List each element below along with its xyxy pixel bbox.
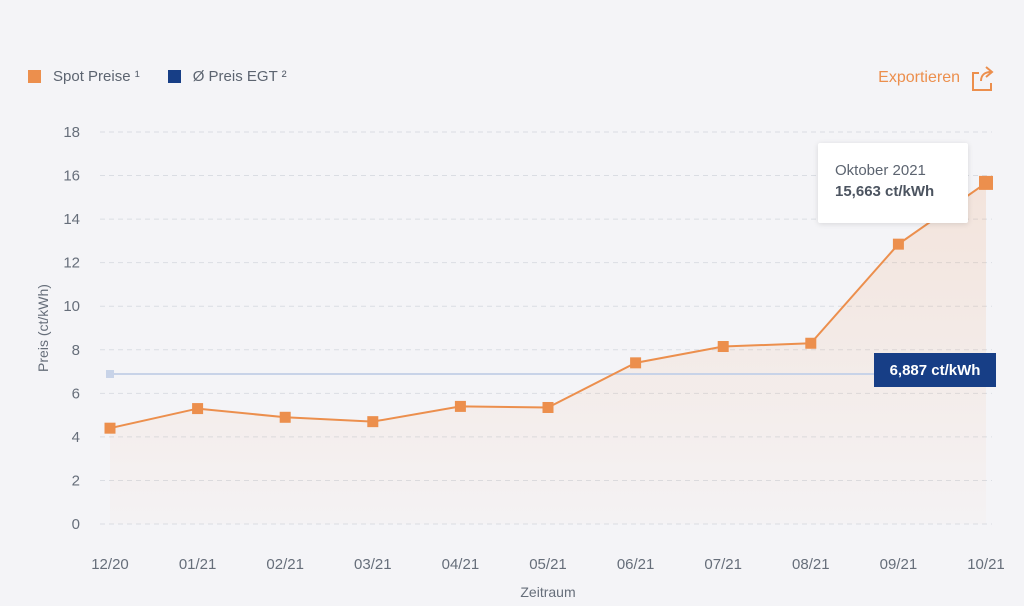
x-tick-label: 08/21	[792, 556, 830, 573]
y-tick-label: 16	[63, 168, 80, 185]
x-tick-label: 12/20	[91, 556, 129, 573]
share-export-icon	[972, 66, 994, 91]
legend-item-average-price[interactable]: Ø Preis EGT ²	[167, 68, 287, 85]
x-tick-label: 10/21	[967, 556, 1005, 573]
y-tick-label: 4	[72, 429, 80, 446]
tooltip-value: 15,663 ct/kWh	[835, 183, 935, 200]
average-price-badge: 6,887 ct/kWh	[874, 353, 996, 387]
x-tick-label: 02/21	[266, 556, 304, 573]
spot-price-point-02/21[interactable]	[279, 411, 291, 423]
y-tick-label: 0	[72, 516, 80, 533]
legend-swatch-spot	[28, 70, 41, 83]
legend-item-spot-prices[interactable]: Spot Preise ¹	[28, 68, 140, 85]
spot-price-point-01/21[interactable]	[192, 403, 204, 415]
y-axis-ticks: 0 2 4 6 8 10 12 14 16 18	[63, 124, 80, 533]
legend-label-average: Ø Preis EGT ²	[192, 68, 287, 85]
spot-price-markers	[104, 175, 993, 434]
x-tick-label: 09/21	[880, 556, 918, 573]
spot-price-point-06/21[interactable]	[630, 357, 642, 369]
x-tick-label: 06/21	[617, 556, 655, 573]
spot-price-point-07/21[interactable]	[717, 341, 729, 353]
export-label: Exportieren	[878, 69, 960, 86]
legend-swatch-average	[167, 70, 181, 83]
legend-label-spot: Spot Preise ¹	[53, 68, 140, 85]
x-tick-label: 04/21	[442, 556, 480, 573]
spot-price-point-12/20[interactable]	[104, 422, 116, 434]
x-axis-title: Zeitraum	[520, 584, 575, 600]
y-tick-label: 18	[63, 124, 80, 141]
spot-price-point-03/21[interactable]	[367, 416, 379, 428]
x-axis-ticks: 12/20 01/21 02/21 03/21 04/21 05/21 06/21 07/21…	[91, 556, 1005, 573]
x-tick-label: 07/21	[704, 556, 742, 573]
y-tick-label: 2	[72, 472, 80, 489]
spot-price-point-05/21[interactable]	[542, 401, 554, 413]
y-tick-label: 10	[63, 298, 80, 315]
y-tick-label: 8	[72, 342, 80, 359]
average-price-marker	[106, 370, 114, 379]
spot-price-point-04/21[interactable]	[454, 400, 466, 412]
export-button[interactable]: Exportieren	[878, 64, 994, 92]
x-tick-label: 03/21	[354, 556, 392, 573]
spot-price-point-10/21[interactable]	[979, 175, 993, 190]
x-tick-label: 01/21	[179, 556, 217, 573]
spot-price-point-09/21[interactable]	[892, 238, 904, 250]
tooltip-title: Oktober 2021	[835, 162, 926, 179]
y-tick-label: 12	[63, 255, 80, 272]
y-axis-title: Preis (ct/kWh)	[35, 284, 51, 372]
y-tick-label: 14	[63, 211, 80, 228]
y-tick-label: 6	[72, 385, 80, 402]
x-tick-label: 05/21	[529, 556, 567, 573]
spot-price-point-08/21[interactable]	[805, 337, 817, 349]
spot-price-area	[110, 182, 986, 525]
chart-legend: Spot Preise ¹ Ø Preis EGT ²	[28, 68, 287, 85]
data-tooltip: Oktober 2021 15,663 ct/kWh	[818, 143, 968, 223]
